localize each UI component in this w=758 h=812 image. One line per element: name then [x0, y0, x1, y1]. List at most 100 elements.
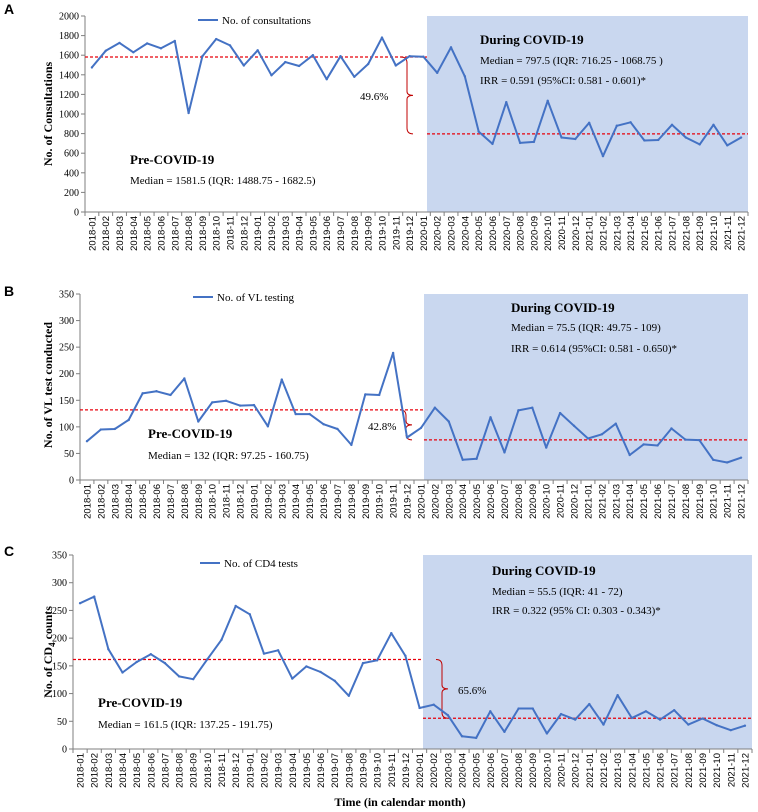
panel-b-xtick-label-15: 2019-04 — [291, 484, 302, 519]
panel-c-xtick-label-8: 2018-09 — [189, 753, 200, 788]
panel-c-xtick-label-19: 2019-08 — [344, 753, 355, 788]
panel-a-xtick-label-4: 2018-05 — [143, 216, 154, 251]
panel-c-point-46 — [729, 728, 732, 732]
panel-a-xtick-label-31: 2020-08 — [516, 216, 527, 251]
panel-a-point-5 — [159, 47, 163, 50]
panel-c-xtick-label-13: 2019-02 — [259, 753, 270, 788]
panel-a-point-14 — [284, 60, 287, 64]
panel-a-point-31 — [518, 141, 522, 145]
panel-b-post-irr: IRR = 0.614 (95%CI: 0.581 - 0.650)* — [511, 343, 677, 355]
panel-c-xtick-label-34: 2020-11 — [557, 753, 568, 787]
panel-b-pre-title: Pre-COVID-19 — [148, 426, 233, 441]
panel-c-xtick-label-24: 2020-01 — [415, 753, 426, 788]
panel-b-letter: B — [4, 283, 14, 299]
panel-b-xtick-label-34: 2020-11 — [556, 484, 567, 518]
panel-b-xtick-label-1: 2018-02 — [96, 484, 107, 519]
panel-b-xtick-label-24: 2020-01 — [416, 484, 427, 519]
panel-a-series-line — [91, 36, 742, 158]
panel-c-point-8 — [192, 677, 195, 681]
panel-c-ylabel-suffix: counts — [41, 606, 55, 643]
panel-b-xtick-label-32: 2020-09 — [528, 484, 539, 519]
panel-c-xtick-label-47: 2021-12 — [740, 753, 751, 788]
panel-a-xtick-label-45: 2021-10 — [709, 216, 720, 251]
panel-c-pre-title: Pre-COVID-19 — [98, 695, 183, 710]
panel-b-xtick-label-20: 2019-09 — [361, 484, 372, 519]
panel-a-ytick-label-8: 1600 — [59, 51, 79, 62]
panel-c-xtick-label-32: 2020-09 — [528, 753, 539, 788]
panel-a-xtick-label-8: 2018-09 — [198, 216, 209, 251]
panel-c-xtick-label-21: 2019-10 — [373, 753, 384, 788]
panel-a-pre-stats: Median = 1581.5 (IQR: 1488.75 - 1682.5) — [130, 175, 316, 187]
panel-a-xtick-label-37: 2021-02 — [598, 216, 609, 251]
panel-c-point-47 — [743, 724, 747, 727]
panel-a-point-22 — [394, 64, 397, 67]
panel-b-xtick-label-47: 2021-12 — [737, 484, 748, 519]
panel-c-xtick-label-38: 2021-03 — [613, 753, 624, 788]
panel-c-point-22 — [390, 631, 393, 635]
panel-c-point-35 — [573, 718, 577, 721]
panel-a-point-47 — [739, 136, 743, 139]
panel-c-point-24 — [418, 706, 421, 710]
panel-c-point-18 — [333, 679, 336, 683]
panel-b-point-18 — [336, 427, 339, 431]
panel-c-point-0 — [78, 602, 82, 605]
panel-c-post-median: Median = 55.5 (IQR: 41 - 72) — [492, 586, 623, 598]
panel-b-ytick-label-1: 50 — [64, 449, 74, 460]
panel-c-point-39 — [630, 716, 633, 720]
panel-b-point-28 — [475, 457, 478, 460]
panel-b-point-12 — [252, 403, 256, 407]
panel-c-point-40 — [644, 710, 648, 713]
panel-a-point-6 — [173, 39, 176, 43]
panel-c-point-43 — [687, 723, 690, 726]
panel-b-xtick-label-0: 2018-01 — [82, 484, 93, 519]
panel-c-ylabel: No. of CD4 counts — [41, 606, 57, 698]
panel-c-xtick-label-29: 2020-06 — [486, 753, 497, 788]
panel-c-xtick-label-41: 2021-06 — [656, 753, 667, 788]
panel-c-point-16 — [305, 665, 308, 668]
panel-a-ylabel: No. of Consultations — [41, 62, 55, 167]
panel-c-xtick-label-23: 2019-12 — [401, 753, 412, 788]
panel-b-ytick-label-2: 100 — [59, 422, 74, 433]
panel-b-point-40 — [642, 443, 645, 446]
panel-c-xtick-label-5: 2018-06 — [146, 753, 157, 788]
panel-c-xtick-label-18: 2019-07 — [330, 753, 341, 788]
panel-b-series-line — [86, 352, 742, 464]
panel-c-point-36 — [588, 702, 591, 706]
panel-a-point-2 — [118, 41, 121, 45]
panel-a-ytick-label-0: 0 — [74, 208, 79, 219]
panel-b-point-21 — [378, 393, 381, 397]
panel-c-point-2 — [107, 648, 110, 651]
panel-b-point-32 — [531, 406, 534, 409]
panel-a-point-45 — [712, 123, 715, 126]
panel-b-xtick-label-23: 2019-12 — [403, 484, 414, 519]
panel-a-xtick-label-0: 2018-01 — [87, 216, 98, 251]
panel-a-xtick-label-30: 2020-07 — [502, 216, 513, 251]
panel-b-point-5 — [155, 390, 158, 393]
panel-b-point-19 — [350, 443, 353, 447]
panel-b-point-29 — [489, 416, 492, 419]
panel-b-point-36 — [586, 437, 590, 440]
panel-a-xtick-label-16: 2019-05 — [308, 216, 319, 251]
panel-a-xtick-label-42: 2021-07 — [668, 216, 679, 251]
panel-a-pre-title: Pre-COVID-19 — [130, 152, 215, 167]
panel-b-xtick-label-10: 2018-11 — [222, 484, 233, 518]
panel-c-change-brace — [435, 658, 449, 719]
panel-b-xtick-label-21: 2019-10 — [375, 484, 386, 519]
panel-c-point-4 — [135, 660, 138, 664]
panel-a-xtick-label-11: 2018-12 — [239, 216, 250, 251]
panel-c-xtick-label-22: 2019-11 — [387, 753, 398, 787]
panel-b-point-20 — [364, 393, 367, 396]
panel-b-point-0 — [85, 440, 89, 443]
panel-b-xtick-label-29: 2020-06 — [486, 484, 497, 519]
panel-a-xtick-label-26: 2020-03 — [447, 216, 458, 251]
panel-b-point-46 — [725, 461, 729, 464]
panel-b-point-14 — [280, 378, 283, 381]
panel-a-point-41 — [657, 138, 660, 142]
panel-c-xtick-label-26: 2020-03 — [443, 753, 454, 788]
panel-b-point-24 — [419, 426, 423, 430]
x-axis-title: Time (in calendar month) — [334, 795, 465, 809]
panel-b-point-30 — [503, 451, 506, 454]
